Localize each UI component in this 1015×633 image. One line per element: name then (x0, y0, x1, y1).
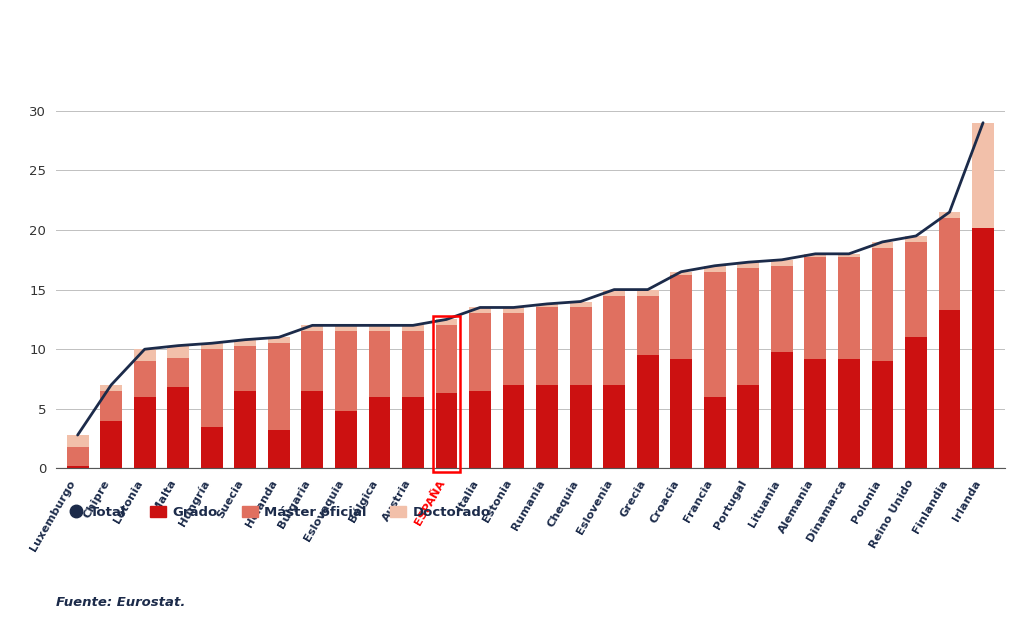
Bar (569, 308, 592, 385)
Bar (738, 385, 759, 468)
Bar (636, 289, 659, 296)
Bar (502, 385, 525, 468)
Text: (miles), año  2018: (miles), año 2018 (18, 64, 177, 78)
Bar (838, 254, 860, 258)
Bar (636, 355, 659, 468)
Bar (234, 346, 256, 391)
Bar (167, 387, 189, 468)
Bar (201, 349, 222, 427)
Bar (268, 343, 289, 430)
Bar (67, 466, 88, 468)
Bar (838, 258, 860, 359)
Bar (939, 212, 960, 218)
Bar (872, 248, 893, 361)
Bar (905, 242, 927, 337)
Bar (838, 359, 860, 468)
Bar (670, 275, 692, 359)
Bar (905, 236, 927, 242)
Bar (469, 308, 491, 313)
Text: Fuente: Eurostat.: Fuente: Eurostat. (56, 596, 185, 609)
Bar (939, 310, 960, 468)
Bar (100, 385, 122, 391)
Bar (335, 411, 357, 468)
Bar (872, 242, 893, 248)
Bar (703, 397, 726, 468)
Bar (100, 421, 122, 468)
Bar (536, 304, 558, 308)
Bar (435, 393, 458, 468)
Bar (469, 313, 491, 391)
Bar (67, 447, 88, 466)
Bar (771, 260, 793, 266)
Text: Gráfico 4. Ratio entre los graduados universitarios en campos STEM y la població: Gráfico 4. Ratio entre los graduados uni… (18, 27, 884, 44)
Bar (771, 351, 793, 468)
Bar (536, 308, 558, 385)
Bar (368, 331, 391, 397)
Bar (939, 218, 960, 310)
Bar (268, 337, 289, 343)
Bar (402, 397, 424, 468)
Bar (368, 397, 391, 468)
Bar (201, 427, 222, 468)
Bar (805, 254, 826, 258)
Bar (738, 262, 759, 268)
Bar (402, 331, 424, 397)
Bar (435, 325, 458, 393)
Bar (234, 391, 256, 468)
Bar (301, 331, 323, 391)
Bar (603, 289, 625, 296)
Bar (100, 391, 122, 421)
Bar (569, 385, 592, 468)
Bar (972, 228, 994, 468)
Bar (771, 266, 793, 351)
Bar (301, 391, 323, 468)
Bar (805, 359, 826, 468)
Bar (402, 325, 424, 331)
Bar (167, 346, 189, 358)
Bar (703, 266, 726, 272)
Bar (972, 123, 994, 228)
Bar (268, 430, 289, 468)
Bar (670, 359, 692, 468)
Bar (368, 325, 391, 331)
Legend: Total, Grado, Máster oficial, Doctorado: Total, Grado, Máster oficial, Doctorado (62, 500, 496, 524)
Bar (234, 340, 256, 346)
Bar (134, 397, 155, 468)
Bar (167, 358, 189, 387)
Bar (335, 331, 357, 411)
Bar (872, 361, 893, 468)
Bar (536, 385, 558, 468)
Bar (502, 313, 525, 385)
Bar (134, 349, 155, 361)
Bar (738, 268, 759, 385)
Bar (502, 308, 525, 313)
Bar (134, 361, 155, 397)
Bar (201, 343, 222, 349)
Bar (469, 391, 491, 468)
Bar (67, 435, 88, 447)
Bar (603, 296, 625, 385)
Bar (301, 325, 323, 331)
Bar (636, 296, 659, 355)
Bar (603, 385, 625, 468)
Bar (435, 320, 458, 325)
Bar (569, 301, 592, 308)
Bar (805, 258, 826, 359)
Bar (670, 272, 692, 275)
Bar (703, 272, 726, 397)
Bar (335, 325, 357, 331)
Bar (433, 316, 460, 472)
Bar (905, 337, 927, 468)
